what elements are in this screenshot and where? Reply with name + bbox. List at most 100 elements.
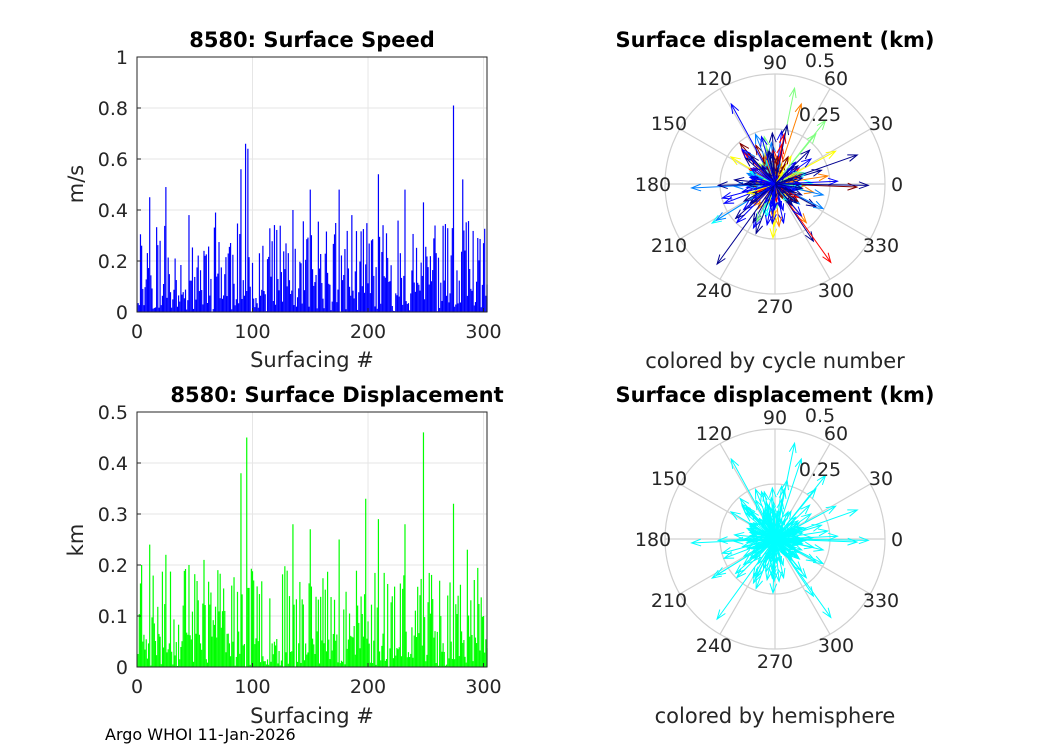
- arrow-head: [817, 528, 830, 537]
- arrow-head: [800, 149, 811, 160]
- arrow-head: [784, 541, 790, 546]
- compass-hemi-theta-270: 270: [757, 651, 793, 673]
- arrow-head: [784, 186, 790, 191]
- speed-chart-title: 8580: Surface Speed: [189, 28, 435, 52]
- arrow-head: [767, 149, 774, 160]
- disp-ytick-1: 0.1: [98, 606, 128, 628]
- arrow-head: [782, 155, 789, 165]
- displacement-arrow: [743, 538, 776, 557]
- displacement-arrow: [750, 168, 776, 185]
- arrow-head: [749, 522, 759, 530]
- arrow-head: [801, 158, 813, 168]
- arrow-head: [784, 552, 792, 560]
- speed-ylabel: m/s: [64, 165, 88, 203]
- arrow-head: [755, 578, 764, 590]
- compass-hemisphere-arrows: [690, 441, 870, 621]
- displacement-arrow: [771, 538, 776, 579]
- displacement-arrow: [750, 523, 776, 540]
- arrow-head: [734, 564, 746, 575]
- compass-cycle-theta-240: 240: [696, 280, 732, 302]
- arrow-head: [778, 132, 787, 144]
- displacement-xlabel: Surfacing #: [250, 704, 374, 728]
- compass-hemi-theta-90: 90: [763, 407, 787, 429]
- compass-cycle-rtick-0.25: 0.25: [799, 104, 841, 126]
- arrow-head: [827, 177, 839, 186]
- compass-hemi-theta-150: 150: [651, 468, 687, 490]
- arrow-head: [755, 498, 764, 511]
- arrow-head: [795, 176, 804, 183]
- arrow-head: [748, 170, 757, 177]
- arrow-head: [788, 188, 795, 193]
- arrow-head: [788, 86, 797, 99]
- arrow-head: [858, 536, 870, 545]
- displacement-arrow: [768, 505, 776, 540]
- arrow-head: [847, 537, 859, 546]
- compass-hemisphere-title: Surface displacement (km): [615, 383, 934, 407]
- arrow-head: [716, 181, 728, 190]
- arrow-head: [767, 504, 774, 515]
- arrow-head: [730, 102, 740, 114]
- displacement-arrow: [716, 538, 776, 620]
- arrow-head: [776, 142, 785, 155]
- displacement-arrow: [716, 183, 776, 265]
- compass-hemi-theta-60: 60: [824, 423, 848, 445]
- arrow-head: [768, 527, 773, 533]
- arrow-head: [748, 178, 757, 185]
- displacement-arrow: [774, 538, 803, 544]
- arrow-head: [764, 197, 770, 204]
- arrow-head: [812, 200, 825, 210]
- compass-hemi-theta-0: 0: [891, 529, 903, 551]
- arrow-head: [764, 552, 770, 559]
- displacement-arrow: [749, 176, 776, 185]
- arrow-head: [769, 554, 775, 562]
- displacement-arrow: [765, 183, 776, 191]
- disp-xtick-1: 100: [234, 676, 270, 698]
- displacement-arrow: [774, 125, 788, 185]
- arrow-head: [801, 513, 813, 523]
- arrow-head: [710, 569, 723, 579]
- compass-cycle-rtick-0.5: 0.5: [805, 50, 835, 72]
- arrow-head: [781, 123, 790, 136]
- disp-ytick-3: 0.3: [98, 504, 128, 526]
- arrow-head: [827, 532, 839, 541]
- compass-cycle-theta-150: 150: [651, 113, 687, 135]
- arrow-head: [754, 132, 763, 145]
- compass-cycle-theta-210: 210: [651, 235, 687, 257]
- compass-cycle-chart: Surface displacement (km) 0.25 0.5 0 30 …: [615, 28, 934, 373]
- compass-hemi-theta-30: 30: [869, 468, 893, 490]
- compass-hemi-theta-330: 330: [863, 590, 899, 612]
- arrow-head: [761, 183, 767, 188]
- arrow-head: [793, 526, 802, 533]
- arrow-head: [778, 487, 787, 499]
- arrow-head: [720, 546, 733, 555]
- displacement-arrow: [774, 158, 812, 185]
- compass-hemi-theta-180: 180: [635, 529, 671, 551]
- speed-axes-box: [136, 56, 488, 313]
- displacement-arrow: [774, 183, 791, 204]
- displacement-bars: [137, 432, 488, 667]
- displacement-axes-box: [136, 411, 488, 668]
- arrow-head: [770, 205, 776, 215]
- arrow-head: [779, 171, 784, 177]
- speed-ytick-3: 0.6: [98, 149, 128, 171]
- disp-ytick-5: 0.5: [98, 402, 128, 424]
- arrow-head: [817, 173, 830, 182]
- arrow-head: [792, 561, 803, 573]
- compass-cycle-theta-30: 30: [869, 113, 893, 135]
- arrow-head: [779, 526, 784, 532]
- arrow-head: [764, 186, 770, 192]
- arrow-head: [734, 209, 746, 220]
- displacement-chart-title: 8580: Surface Displacement: [170, 383, 503, 407]
- displacement-arrow: [774, 480, 788, 540]
- compass-hemi-theta-240: 240: [696, 635, 732, 657]
- arrow-head: [760, 490, 768, 502]
- displacement-arrow: [774, 149, 811, 185]
- displacement-arrow: [774, 103, 802, 185]
- arrow-head: [776, 191, 781, 197]
- displacement-arrow: [774, 538, 798, 559]
- arrow-head: [776, 556, 782, 565]
- speed-ytick-5: 1: [116, 47, 128, 69]
- arrow-head: [779, 549, 784, 555]
- displacement-ylabel: km: [64, 524, 88, 557]
